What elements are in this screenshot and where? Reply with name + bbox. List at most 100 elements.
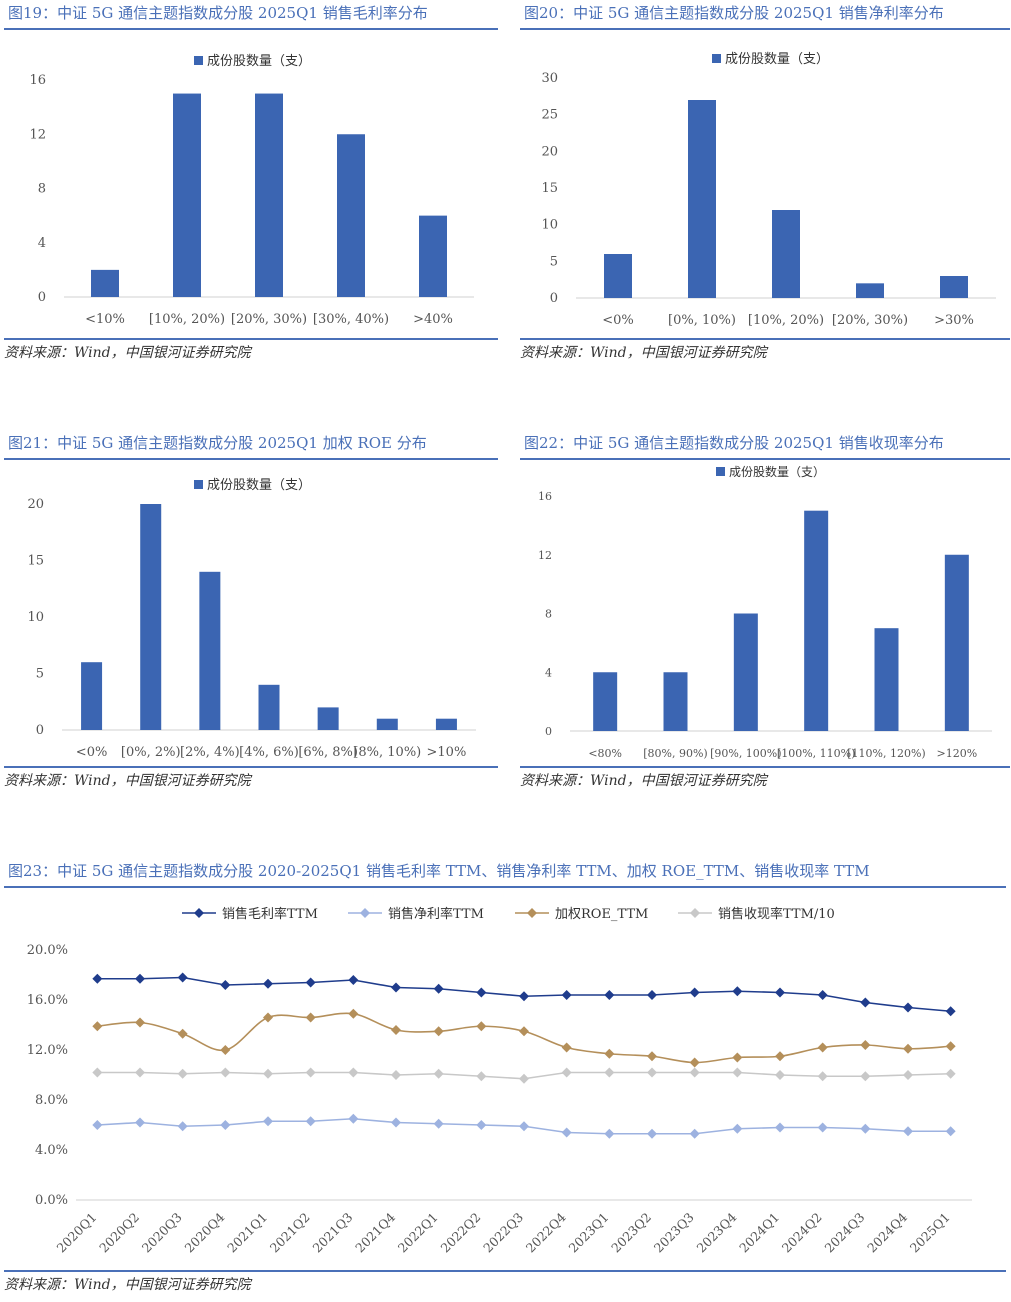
x-tick-label: 2024Q1	[736, 1210, 782, 1256]
y-tick-label: 12	[538, 549, 552, 562]
data-point	[604, 1067, 615, 1078]
y-tick-label: 25	[541, 108, 558, 123]
bar	[688, 100, 716, 298]
bar	[258, 684, 280, 730]
y-tick-label: 8	[545, 608, 552, 621]
bar	[663, 672, 688, 731]
panel-fig23: 图23：中证 5G 通信主题指数成分股 2020-2025Q1 销售毛利率 TT…	[4, 858, 1006, 1302]
legend-label: 销售毛利率TTM	[222, 906, 318, 922]
panel-fig22: 图22：中证 5G 通信主题指数成分股 2025Q1 销售收现率分布 成份股数量…	[520, 430, 1010, 800]
data-point	[177, 1121, 188, 1132]
chart-fig21: 成份股数量（支） 0 5 10 15 20 <0% [0%, 2%) [2%, 4%) [4%, …	[27, 478, 476, 760]
legend-label: 成份股数量（支）	[207, 54, 311, 69]
x-tick-label: <80%	[588, 747, 622, 760]
legend-swatch	[194, 56, 203, 65]
bar	[337, 134, 365, 297]
y-tick-label: 16.0%	[27, 993, 68, 1008]
x-tick-label: 2020Q2	[96, 1210, 142, 1256]
data-point	[263, 978, 273, 989]
bar	[81, 662, 103, 730]
data-point	[519, 1121, 529, 1132]
x-tick-label: 2020Q3	[139, 1209, 185, 1255]
x-tick-label: 2023Q2	[608, 1210, 654, 1256]
bar	[856, 283, 884, 298]
x-tick-label: [2%, 4%)	[180, 745, 240, 760]
legend-label: 成份股数量（支）	[725, 52, 829, 67]
data-point	[945, 1006, 956, 1017]
data-point	[945, 1041, 956, 1052]
y-tick-label: 0	[550, 291, 558, 306]
data-point	[135, 1067, 145, 1078]
y-tick-label: 15	[541, 181, 558, 196]
y-tick-label: 10	[541, 218, 558, 233]
legend-label: 销售净利率TTM	[388, 906, 484, 922]
x-tick-label: [30%, 40%)	[313, 312, 389, 327]
x-tick-label: >10%	[427, 745, 467, 760]
data-point	[903, 1126, 913, 1137]
data-point	[561, 1067, 572, 1078]
data-point	[92, 973, 103, 984]
x-tick-label: <0%	[76, 745, 108, 760]
data-point	[263, 1012, 273, 1023]
data-point	[903, 1002, 913, 1013]
x-tick-label: 2025Q1	[907, 1210, 953, 1256]
x-tick-label: [0%, 2%)	[121, 745, 181, 760]
y-tick-label: 5	[36, 667, 44, 682]
bar	[376, 718, 398, 730]
x-tick-label: 2022Q1	[395, 1210, 441, 1256]
x-tick-label: >40%	[413, 312, 453, 327]
data-point	[561, 1127, 572, 1138]
y-tick-label: 30	[541, 71, 558, 86]
x-tick-label: 2021Q2	[267, 1210, 313, 1256]
data-point	[305, 1116, 316, 1127]
legend-swatch	[712, 54, 721, 63]
bar	[173, 93, 201, 297]
bar	[940, 276, 968, 298]
x-tick-label: 2023Q1	[565, 1210, 611, 1256]
data-point	[732, 1052, 743, 1063]
y-tick-label: 4	[545, 666, 552, 679]
data-point	[860, 1071, 871, 1082]
data-point	[433, 1026, 444, 1037]
data-point	[433, 1118, 444, 1129]
y-tick-label: 4.0%	[35, 1143, 68, 1158]
data-point	[732, 1123, 743, 1134]
legend-swatch	[194, 480, 203, 489]
x-tick-label: [4%, 6%)	[239, 745, 299, 760]
data-point	[220, 1120, 231, 1130]
x-tick-label: [20%, 30%)	[231, 312, 307, 327]
legend-label: 加权ROE_TTM	[555, 906, 648, 922]
data-point	[775, 987, 785, 998]
bar	[419, 215, 447, 297]
y-tick-label: 20.0%	[27, 943, 68, 958]
data-point	[945, 1068, 956, 1079]
data-point	[348, 1067, 359, 1078]
data-point	[305, 1067, 316, 1078]
x-tick-label: <10%	[85, 312, 125, 327]
y-tick-label: 10	[27, 610, 44, 625]
data-point	[305, 1012, 316, 1023]
y-tick-label: 8	[38, 182, 46, 197]
chart-fig19: 成份股数量（支） 0 4 8 12 16 <10% [10%, 20%) [20%, 30%) […	[29, 54, 474, 327]
x-tick-label: [80%, 90%)	[643, 747, 707, 760]
panel-fig21: 图21：中证 5G 通信主题指数成分股 2025Q1 加权 ROE 分布 成份股…	[4, 430, 498, 800]
data-point	[903, 1070, 913, 1080]
data-point	[689, 1128, 700, 1139]
data-point	[348, 1008, 359, 1019]
data-point	[391, 982, 401, 993]
data-point	[433, 1068, 444, 1079]
data-point	[945, 1126, 956, 1137]
legend-marker	[360, 908, 370, 918]
data-point	[263, 1068, 273, 1079]
chart-title: 图19：中证 5G 通信主题指数成分股 2025Q1 销售毛利率分布	[4, 0, 498, 30]
legend-label: 销售收现率TTM/10	[718, 906, 835, 922]
x-tick-label: 2022Q2	[437, 1210, 483, 1256]
x-tick-label: [10%, 20%)	[748, 313, 824, 328]
data-point	[732, 1067, 743, 1078]
bar	[317, 707, 339, 730]
data-point	[903, 1043, 913, 1054]
chart-title: 图22：中证 5G 通信主题指数成分股 2025Q1 销售收现率分布	[520, 430, 1010, 460]
bar	[593, 672, 618, 731]
y-tick-label: 0	[545, 725, 552, 738]
x-tick-label: [8%, 10%)	[353, 745, 421, 760]
